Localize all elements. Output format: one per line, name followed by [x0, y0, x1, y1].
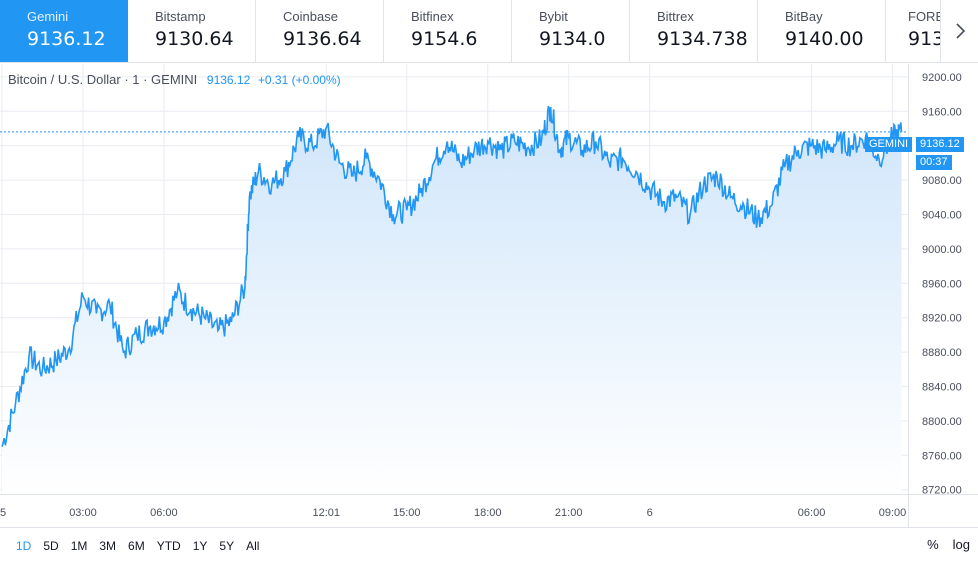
exchange-price: 9136.64 — [283, 28, 362, 50]
scroll-right-button[interactable] — [940, 0, 978, 62]
exchange-name: Gemini — [27, 9, 69, 24]
exchange-tab-fore[interactable]: FORE 913 — [886, 0, 961, 62]
exchange-price: 9134.0 — [539, 28, 606, 50]
exchange-tabs: Gemini 9136.12 Bitstamp 9130.64 Coinbase… — [0, 0, 978, 63]
exchange-tab-bitfinex[interactable]: Bitfinex 9154.6 — [384, 0, 512, 62]
time-tick-label: 06:00 — [150, 507, 178, 519]
chart-legend: Bitcoin / U.S. Dollar · 1 · GEMINI 9136.… — [8, 72, 341, 87]
exchange-name: Bittrex — [657, 9, 694, 24]
time-axis[interactable]: 5 03:00 06:00 12:01 15:00 18:00 21:00 6 06:00 09:… — [0, 507, 906, 519]
exchange-name: FORE — [908, 9, 945, 24]
exchange-name: Coinbase — [283, 9, 338, 24]
time-tick-label: 21:00 — [555, 507, 583, 519]
chevron-right-icon — [955, 23, 965, 39]
range-1m-button[interactable]: 1M — [70, 538, 88, 553]
price-axis[interactable]: 9200.009160.009120.009080.009040.009000.… — [922, 72, 962, 497]
range-selector: 1D 5D 1M 3M 6M YTD 1Y 5Y All % log — [0, 527, 978, 563]
legend-last-price: 9136.12 — [206, 73, 251, 87]
price-tick-label: 9040.00 — [922, 210, 962, 222]
range-1y-button[interactable]: 1Y — [192, 538, 208, 553]
range-ytd-button[interactable]: YTD — [156, 538, 181, 553]
price-tick-label: 8880.00 — [922, 347, 962, 359]
time-tick-label: 15:00 — [393, 507, 421, 519]
last-price-label: 9136.12 — [916, 137, 964, 152]
price-tick-label: 8760.00 — [922, 450, 962, 462]
exchange-tab-bitstamp[interactable]: Bitstamp 9130.64 — [128, 0, 256, 62]
exchange-name: Bitstamp — [155, 9, 206, 24]
range-5y-button[interactable]: 5Y — [219, 538, 235, 553]
exchange-price: 9136.12 — [27, 28, 106, 50]
price-tick-label: 9200.00 — [922, 72, 962, 84]
range-1d-button[interactable]: 1D — [16, 538, 32, 553]
time-tick-label: 12:01 — [313, 507, 341, 519]
symbol-title: Bitcoin / U.S. Dollar · 1 · GEMINI — [8, 72, 198, 87]
exchange-name: BitBay — [785, 9, 823, 24]
exchange-price: 9140.00 — [785, 28, 864, 50]
percent-scale-toggle[interactable]: % — [927, 537, 939, 552]
time-tick-label: 6 — [647, 507, 653, 519]
price-tick-label: 9000.00 — [922, 244, 962, 256]
range-5d-button[interactable]: 5D — [43, 538, 59, 553]
time-tick-label: 5 — [0, 507, 6, 519]
bar-countdown-label: 00:37 — [916, 155, 952, 170]
price-area-fill — [2, 106, 902, 494]
time-tick-label: 09:00 — [879, 507, 907, 519]
time-tick-label: 03:00 — [69, 507, 97, 519]
exchange-price-label: GEMINI — [865, 137, 913, 152]
legend-change: +0.31 (+0.00%) — [257, 73, 341, 87]
range-all-button[interactable]: All — [246, 538, 260, 553]
exchange-name: Bitfinex — [411, 9, 454, 24]
range-3m-button[interactable]: 3M — [99, 538, 117, 553]
exchange-price: 9130.64 — [155, 28, 234, 50]
log-scale-toggle[interactable]: log — [952, 537, 970, 552]
range-6m-button[interactable]: 6M — [128, 538, 145, 553]
price-tick-label: 9080.00 — [922, 175, 962, 187]
price-tick-label: 8840.00 — [922, 382, 962, 394]
price-tick-label: 8720.00 — [922, 485, 962, 497]
time-tick-label: 18:00 — [474, 507, 502, 519]
exchange-tab-coinbase[interactable]: Coinbase 9136.64 — [256, 0, 384, 62]
exchange-price: 9134.738 — [657, 28, 748, 50]
time-tick-label: 06:00 — [798, 507, 826, 519]
exchange-name: Bybit — [539, 9, 568, 24]
price-tick-label: 8960.00 — [922, 278, 962, 290]
price-line — [1, 105, 903, 447]
price-tick-label: 8920.00 — [922, 313, 962, 325]
exchange-tab-bittrex[interactable]: Bittrex 9134.738 — [630, 0, 758, 62]
exchange-tab-bybit[interactable]: Bybit 9134.0 — [512, 0, 630, 62]
exchange-tab-bitbay[interactable]: BitBay 9140.00 — [758, 0, 886, 62]
exchange-price: 9154.6 — [411, 28, 478, 50]
price-chart[interactable]: 9200.009160.009120.009080.009040.009000.… — [0, 64, 978, 527]
price-tick-label: 8800.00 — [922, 416, 962, 428]
exchange-price: 913 — [908, 28, 945, 50]
price-tick-label: 9160.00 — [922, 106, 962, 118]
exchange-tab-gemini[interactable]: Gemini 9136.12 — [0, 0, 128, 62]
